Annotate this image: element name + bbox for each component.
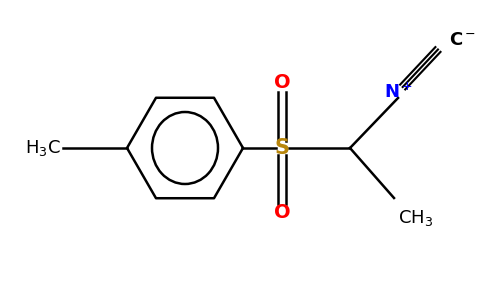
Text: H$_3$C: H$_3$C [25, 138, 61, 158]
Text: C$^-$: C$^-$ [449, 31, 476, 49]
Text: N$^+$: N$^+$ [383, 82, 412, 102]
Text: O: O [273, 74, 290, 92]
Text: CH$_3$: CH$_3$ [398, 208, 433, 228]
Text: S: S [274, 138, 289, 158]
Text: O: O [273, 203, 290, 223]
